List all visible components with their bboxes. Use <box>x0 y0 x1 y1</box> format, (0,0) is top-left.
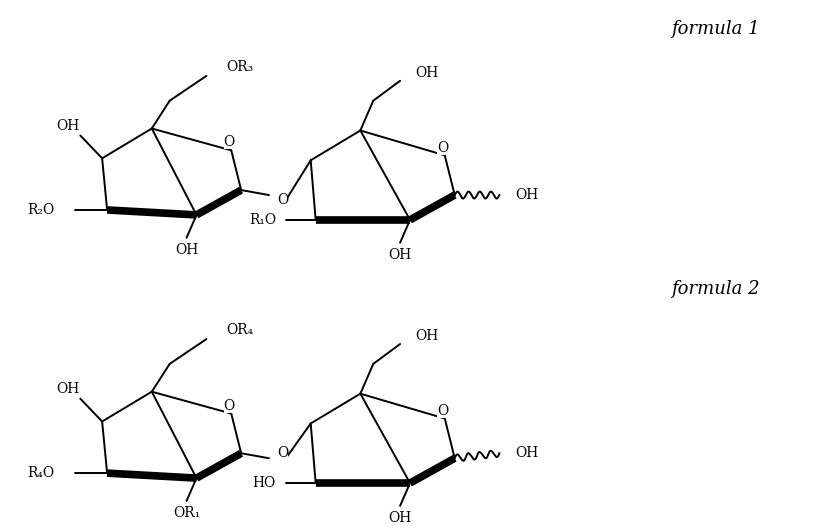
Text: HO: HO <box>252 476 276 490</box>
Text: OH: OH <box>175 243 198 257</box>
Text: O: O <box>224 399 235 412</box>
Text: OH: OH <box>389 511 412 525</box>
Text: O: O <box>277 446 288 460</box>
Text: OH: OH <box>56 382 79 395</box>
Text: O: O <box>437 142 449 155</box>
Text: OH: OH <box>415 66 438 80</box>
Text: OR₁: OR₁ <box>173 506 200 520</box>
Text: R₄O: R₄O <box>27 466 54 480</box>
Text: OH: OH <box>516 188 539 202</box>
Text: R₁O: R₁O <box>249 213 276 227</box>
Text: OH: OH <box>415 329 438 343</box>
Text: formula 2: formula 2 <box>672 280 760 298</box>
Text: O: O <box>277 193 288 207</box>
Text: R₂O: R₂O <box>27 203 54 217</box>
Text: OR₃: OR₃ <box>226 60 253 74</box>
Text: O: O <box>224 135 235 149</box>
Text: O: O <box>437 403 449 418</box>
Text: OH: OH <box>516 446 539 460</box>
Text: OH: OH <box>389 248 412 262</box>
Text: formula 1: formula 1 <box>672 20 760 38</box>
Text: OR₄: OR₄ <box>226 323 253 337</box>
Text: OH: OH <box>56 118 79 133</box>
